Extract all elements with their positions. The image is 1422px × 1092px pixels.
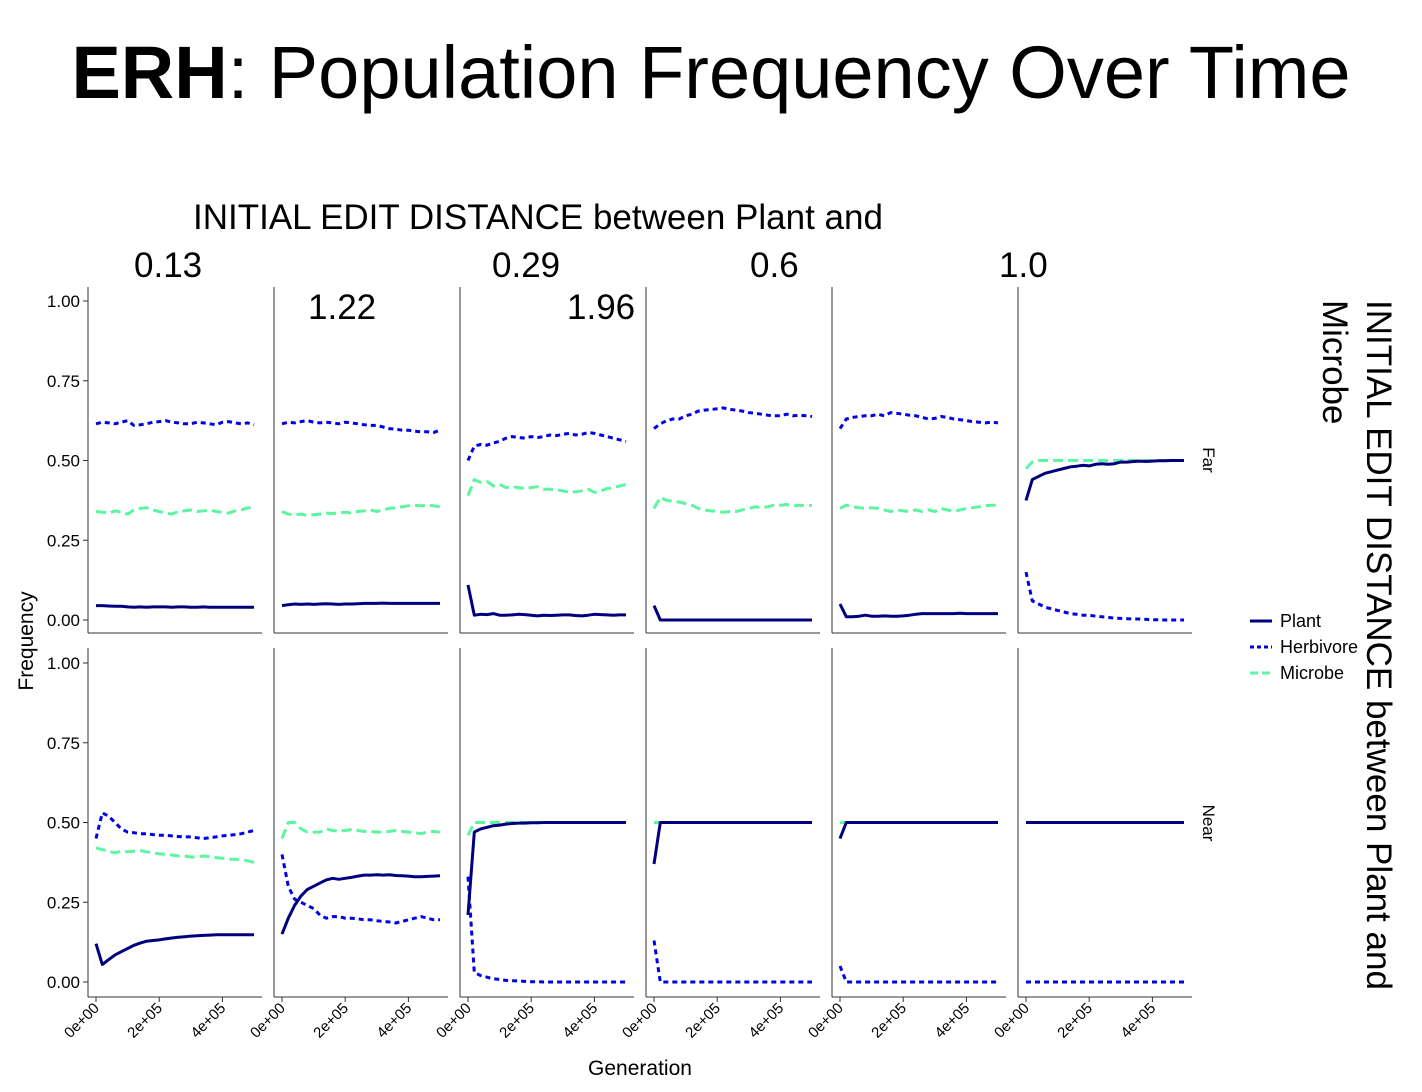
x-tick-label: 2e+05 (682, 1000, 724, 1042)
series-line-herbivore (281, 419, 441, 434)
legend-swatch-herbivore (1250, 645, 1272, 649)
series-line-herbivore (1024, 571, 1184, 622)
top-annotation-line1: INITIAL EDIT DISTANCE between Plant and (193, 198, 883, 237)
series-line-plant (838, 603, 998, 619)
x-tick-label: 4e+05 (745, 1000, 787, 1042)
y-tick-label: 0.75 (47, 734, 80, 753)
x-tick-label: 0e+00 (247, 1000, 289, 1042)
x-tick-label: 0e+00 (61, 1000, 103, 1042)
series-line-herbivore (466, 430, 627, 462)
x-tick-label: 0e+00 (805, 1000, 847, 1042)
legend-label-herbivore: Herbivore (1280, 636, 1359, 657)
x-tick-label: 2e+05 (1054, 1000, 1096, 1042)
legend-label-plant: Plant (1280, 610, 1322, 631)
y-tick-label: 1.00 (47, 292, 80, 311)
series-line-plant (96, 604, 254, 609)
series-line-plant (281, 601, 440, 608)
y-tick-label: 0.75 (47, 372, 80, 391)
x-tick-label: 0e+00 (991, 1000, 1033, 1042)
series-line-herbivore (466, 876, 626, 984)
series-line-plant (280, 873, 441, 935)
series-line-herbivore (280, 854, 440, 925)
x-tick-label: 4e+05 (1117, 1000, 1159, 1042)
legend-item-herbivore: Herbivore (1250, 634, 1358, 660)
series-line-microbe (466, 478, 627, 497)
series-line-plant (1024, 459, 1184, 501)
slide-title-rest: : Population Frequency Over Time (227, 31, 1351, 114)
x-tick-label: 2e+05 (868, 1000, 910, 1042)
series-line-herbivore (653, 406, 813, 430)
right-annotation-line2: Microbe (1315, 300, 1354, 424)
series-line-plant (466, 821, 626, 916)
y-tick-label: 0.50 (47, 814, 80, 833)
series-line-herbivore (95, 419, 255, 427)
legend-item-plant: Plant (1250, 608, 1358, 634)
series-line-microbe (95, 846, 255, 864)
y-tick-label: 1.00 (47, 654, 80, 673)
legend-swatch-plant (1250, 619, 1272, 623)
x-tick-label: 0e+00 (619, 1000, 661, 1042)
series-line-plant (94, 933, 254, 966)
top-annotation-value-3: 0.6 (750, 246, 799, 285)
y-tick-label: 0.50 (47, 452, 80, 471)
y-tick-label: 0.25 (47, 893, 80, 912)
series-line-herbivore (838, 411, 999, 430)
top-annotation-value-4: 1.0 (999, 246, 1048, 285)
series-line-plant (652, 821, 812, 865)
y-axis-title: Frequency (15, 591, 38, 691)
series-line-herbivore (652, 940, 812, 984)
y-tick-label: 0.00 (47, 611, 80, 630)
top-annotation-value-1: 0.13 (134, 246, 203, 285)
top-annotation-value-6: 1.96 (567, 288, 636, 327)
right-annotation-line1: INITIAL EDIT DISTANCE between Plant and (1359, 300, 1398, 990)
top-annotation-value-5: 1.22 (308, 288, 377, 327)
x-tick-label: 0e+00 (433, 1000, 475, 1042)
series-line-microbe (1024, 459, 1184, 470)
series-line-microbe (95, 506, 255, 516)
x-tick-label: 4e+05 (187, 1000, 229, 1042)
legend-label-microbe: Microbe (1280, 662, 1345, 683)
y-tick-label: 0.25 (47, 531, 80, 550)
right-annotation: INITIAL EDIT DISTANCE between Plant and … (1315, 300, 1405, 1020)
x-tick-label: 4e+05 (559, 1000, 601, 1042)
x-tick-label: 4e+05 (373, 1000, 415, 1042)
x-axis-title: Generation (588, 1057, 692, 1080)
top-annotation-value-2: 0.29 (492, 246, 561, 285)
series-line-plant (838, 821, 998, 840)
legend-item-microbe: Microbe (1250, 660, 1358, 686)
series-line-microbe (280, 821, 441, 840)
slide-title-bold: ERH (71, 31, 228, 114)
chart-legend: Plant Herbivore Microbe (1250, 608, 1358, 686)
x-tick-label: 2e+05 (124, 1000, 166, 1042)
y-tick-label: 0.00 (47, 973, 80, 992)
slide-title: ERH: Population Frequency Over Time (0, 30, 1422, 115)
row-strip-label: Far (1199, 447, 1218, 473)
series-line-microbe (466, 821, 626, 836)
row-strip-label: Near (1199, 805, 1218, 842)
series-line-plant (652, 604, 812, 622)
legend-swatch-microbe (1250, 671, 1272, 675)
x-tick-label: 2e+05 (496, 1000, 538, 1042)
series-line-microbe (652, 495, 813, 514)
series-line-plant (466, 584, 626, 618)
series-line-microbe (281, 503, 441, 517)
x-tick-label: 4e+05 (931, 1000, 973, 1042)
series-line-microbe (839, 503, 998, 513)
series-line-herbivore (838, 965, 998, 984)
right-annotation-svg: INITIAL EDIT DISTANCE between Plant and … (1315, 300, 1398, 990)
x-tick-label: 2e+05 (310, 1000, 352, 1042)
series-line-herbivore (94, 811, 255, 840)
